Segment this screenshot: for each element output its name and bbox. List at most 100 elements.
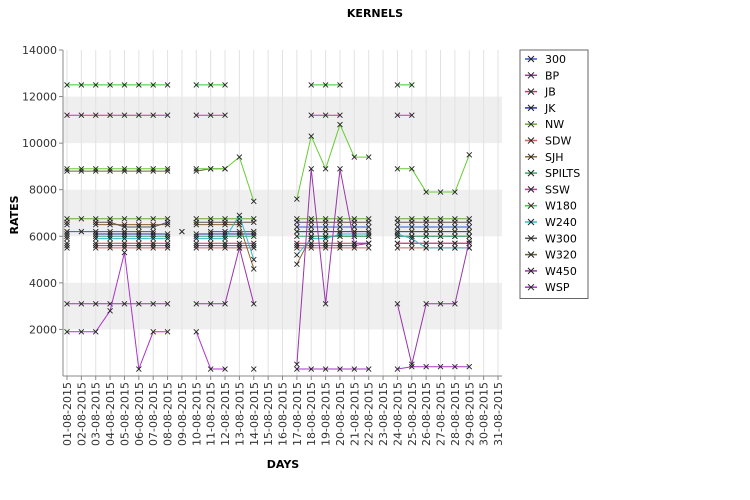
- legend-label: SDW: [545, 135, 571, 148]
- series-w180: [64, 82, 415, 88]
- series-w300: [64, 219, 473, 230]
- data-point: [337, 366, 343, 372]
- x-tick-label: 19-08-2015: [320, 382, 333, 446]
- data-point: [207, 300, 214, 307]
- data-point: [64, 168, 70, 174]
- data-point: [150, 245, 157, 251]
- x-tick-label: 29-08-2015: [463, 382, 476, 446]
- data-point: [136, 300, 142, 307]
- legend-label: SJH: [545, 151, 564, 164]
- data-point: [423, 363, 429, 370]
- data-point: [437, 224, 444, 230]
- legend-item: BP: [525, 69, 560, 82]
- data-point: [452, 228, 458, 235]
- data-point: [193, 112, 200, 119]
- chart-title: KERNELS: [347, 7, 403, 20]
- data-point: [250, 219, 257, 226]
- legend-marker: [527, 104, 535, 112]
- data-point: [150, 112, 157, 119]
- x-tick-label: 10-08-2015: [190, 382, 203, 446]
- data-point: [294, 219, 300, 226]
- data-point: [164, 328, 171, 335]
- y-tick-label: 8000: [29, 184, 57, 197]
- data-point: [294, 233, 300, 240]
- data-point: [136, 82, 142, 88]
- data-point: [250, 266, 257, 272]
- data-point: [394, 165, 401, 172]
- data-point: [92, 235, 99, 242]
- data-point: [207, 165, 214, 172]
- data-point: [136, 245, 142, 251]
- data-point: [92, 112, 99, 119]
- data-point: [92, 300, 99, 307]
- data-point: [322, 224, 329, 230]
- data-point: [222, 245, 228, 251]
- x-tick-label: 16-08-2015: [277, 382, 290, 446]
- data-point: [423, 245, 429, 251]
- data-point: [136, 216, 142, 222]
- data-point: [136, 168, 142, 174]
- legend-item: W320: [525, 249, 577, 262]
- data-point: [193, 240, 200, 247]
- data-point: [337, 165, 343, 172]
- data-point: [337, 228, 343, 235]
- data-point: [365, 240, 372, 247]
- series-w450: [64, 165, 473, 368]
- data-point: [150, 233, 157, 240]
- x-tick-label: 30-08-2015: [478, 382, 491, 446]
- data-point: [92, 328, 99, 335]
- x-tick-label: 26-08-2015: [420, 382, 433, 446]
- data-point: [78, 228, 85, 235]
- legend-marker: [527, 234, 535, 242]
- data-point: [250, 242, 257, 249]
- data-point: [150, 168, 157, 174]
- data-point: [222, 221, 228, 228]
- data-point: [466, 238, 473, 244]
- y-tick-label: 6000: [29, 230, 57, 243]
- data-point: [207, 366, 214, 372]
- data-point: [294, 252, 300, 258]
- data-point: [351, 242, 358, 249]
- legend-marker: [527, 71, 535, 79]
- x-tick-label: 08-08-2015: [162, 382, 175, 446]
- data-point: [322, 245, 329, 251]
- data-point: [164, 242, 171, 249]
- data-point: [179, 228, 185, 235]
- data-point: [294, 196, 300, 202]
- data-point: [408, 363, 415, 370]
- data-point: [121, 165, 128, 172]
- x-tick-label: 12-08-2015: [219, 382, 232, 446]
- series-w240: [64, 212, 473, 263]
- data-point: [78, 216, 85, 222]
- legend-marker: [527, 88, 535, 95]
- legend-label: 300: [545, 53, 566, 66]
- data-point: [193, 242, 200, 249]
- series-spilts: [64, 233, 473, 240]
- data-point: [222, 300, 228, 307]
- data-point: [136, 235, 142, 242]
- data-point: [150, 224, 157, 230]
- x-tick-label: 13-08-2015: [233, 382, 246, 446]
- data-point: [107, 168, 113, 174]
- data-point: [322, 235, 329, 242]
- data-point: [164, 235, 171, 242]
- data-point: [423, 228, 429, 235]
- y-tick-label: 2000: [29, 323, 57, 336]
- data-point: [408, 361, 415, 368]
- data-point: [136, 165, 142, 172]
- y-tick-label: 12000: [22, 91, 57, 104]
- data-point: [322, 228, 329, 235]
- data-point: [408, 165, 415, 172]
- data-point: [236, 231, 243, 237]
- data-point: [121, 224, 128, 230]
- data-point: [322, 300, 329, 307]
- data-point: [136, 224, 142, 230]
- legend-item: NW: [525, 118, 564, 131]
- series-300: [64, 224, 473, 235]
- data-point: [64, 221, 70, 228]
- data-point: [107, 233, 113, 240]
- data-point: [351, 219, 358, 226]
- data-point: [107, 307, 113, 314]
- data-point: [193, 300, 200, 307]
- data-point: [250, 366, 257, 372]
